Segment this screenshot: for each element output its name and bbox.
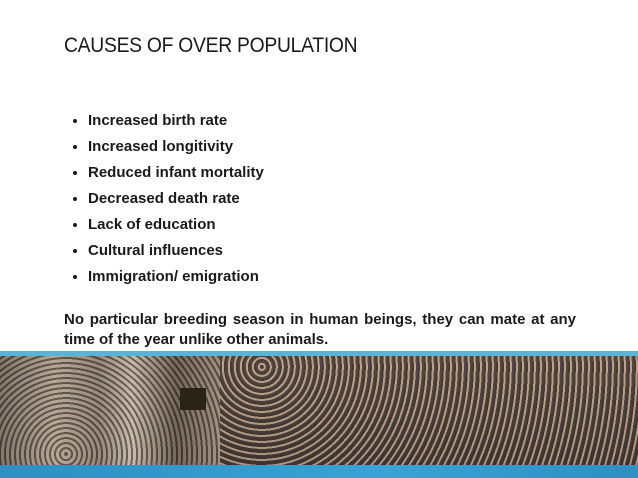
bullet: Reduced infant mortality bbox=[88, 160, 568, 186]
accent-strip bbox=[0, 351, 638, 356]
bullet: Increased longitivity bbox=[88, 134, 568, 160]
bullet: Increased birth rate bbox=[88, 108, 568, 134]
paragraph: No particular breeding season in human b… bbox=[64, 311, 576, 348]
bullet: Decreased death rate bbox=[88, 186, 568, 212]
bullet-list: Increased birth rate Increased longitivi… bbox=[64, 108, 568, 290]
street-photo bbox=[0, 356, 220, 465]
bullet: Lack of education bbox=[88, 212, 568, 238]
bullet: Cultural influences bbox=[88, 238, 568, 264]
crowd-photo bbox=[220, 356, 638, 465]
bullet: Immigration/ emigration bbox=[88, 264, 568, 290]
shop-sign bbox=[180, 388, 206, 410]
footer-bar bbox=[0, 465, 638, 478]
slide-title: CAUSES OF OVER POPULATION bbox=[64, 34, 358, 57]
